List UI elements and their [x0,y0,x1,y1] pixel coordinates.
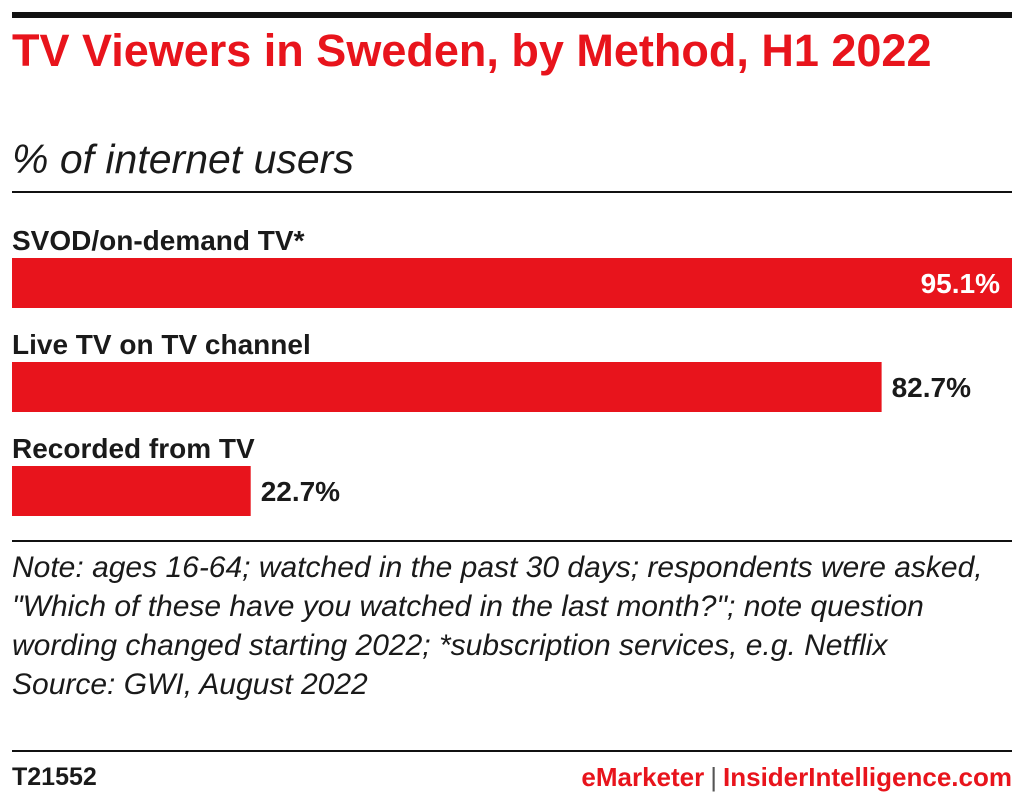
category-label: SVOD/on-demand TV* [12,225,305,256]
value-label: 95.1% [921,268,1000,299]
value-label: 22.7% [261,476,340,507]
brand-insiderintelligence: InsiderIntelligence.com [723,762,1012,792]
brand-credit: eMarketer | InsiderIntelligence.com [581,762,1012,793]
note-divider [12,540,1012,542]
title-divider [12,191,1012,193]
category-label: Live TV on TV channel [12,329,311,360]
category-label: Recorded from TV [12,433,255,464]
value-label: 82.7% [892,372,971,403]
chart-id: T21552 [12,763,97,791]
note-body: ages 16-64; watched in the past 30 days;… [12,551,983,662]
chart-subtitle: % of internet users [12,136,354,182]
bar-chart: SVOD/on-demand TV* 95.1% Live TV on TV cha… [12,225,1012,516]
note-label: Note: [12,551,84,584]
chart-title: TV Viewers in Sweden, by Method, H1 2022 [12,25,932,76]
source-text: Source: GWI, August 2022 [12,668,368,701]
bar [12,258,1012,308]
footer-divider [12,750,1012,752]
bar [12,362,882,412]
brand-emarketer: eMarketer [581,762,705,792]
top-rule [12,12,1012,18]
note-text: Note: ages 16-64; watched in the past 30… [12,548,1012,665]
brand-separator: | [710,762,718,792]
bar [12,466,251,516]
note-block: Note: ages 16-64; watched in the past 30… [12,548,1012,704]
